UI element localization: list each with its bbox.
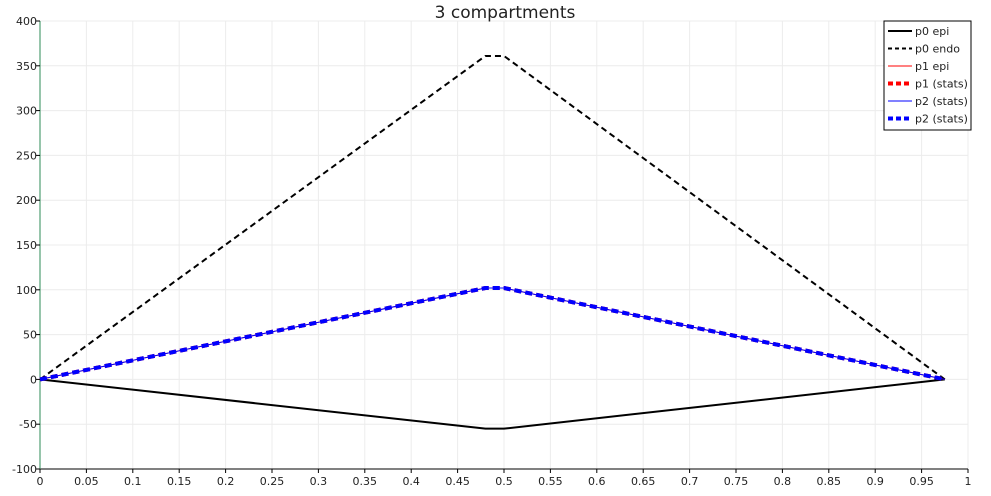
y-tick-label: 300 — [16, 105, 37, 118]
y-tick-label: 0 — [30, 373, 37, 386]
x-tick-label: 1 — [965, 475, 972, 488]
x-tick-label: 0 — [37, 475, 44, 488]
legend: p0 epi p0 endo p1 epi p1 (stats) p2 (stats) p… — [883, 20, 972, 131]
y-tick-label: 100 — [16, 284, 37, 297]
x-tick-label: 0.3 — [310, 475, 328, 488]
x-tick-label: 0.5 — [495, 475, 513, 488]
x-axis-ticks: 0 0.05 0.1 0.15 0.2 0.25 0.3 0.35 0.4 0.45 0.5 0.55… — [37, 469, 972, 488]
x-tick-label: 0.2 — [217, 475, 235, 488]
x-tick-label: 0.4 — [402, 475, 420, 488]
x-tick-label: 0.95 — [909, 475, 934, 488]
series-line-1 — [39, 54, 946, 381]
y-tick-label: -50 — [19, 418, 37, 431]
x-tick-label: 0.65 — [631, 475, 656, 488]
legend-label-3: p1 (stats) — [915, 78, 968, 91]
x-tick-label: 0.85 — [817, 475, 842, 488]
x-tick-label: 0.7 — [681, 475, 699, 488]
series-line-0 — [39, 378, 945, 430]
y-axis-ticks: -100 -50 0 50 100 150 200 250 300 350 400 — [12, 15, 40, 476]
y-tick-label: 400 — [16, 15, 37, 28]
x-tick-label: 0.05 — [74, 475, 99, 488]
y-tick-label: 50 — [23, 329, 37, 342]
x-tick-label: 0.25 — [260, 475, 285, 488]
chart-title: 3 compartments — [435, 3, 576, 23]
x-tick-label: 0.45 — [445, 475, 470, 488]
x-tick-label: 0.15 — [167, 475, 192, 488]
grid-lines — [39, 20, 969, 470]
legend-label-5: p2 (stats) — [915, 113, 968, 126]
y-tick-label: 200 — [16, 194, 37, 207]
legend-label-2: p1 epi — [915, 60, 949, 73]
legend-label-0: p0 epi — [915, 25, 949, 38]
legend-box — [883, 20, 972, 131]
series-line-4 — [39, 287, 945, 380]
x-tick-label: 0.9 — [866, 475, 884, 488]
y-tick-label: -100 — [12, 463, 37, 476]
x-tick-label: 0.6 — [588, 475, 606, 488]
y-tick-label: 350 — [16, 60, 37, 73]
y-tick-label: 250 — [16, 149, 37, 162]
series-lines — [39, 54, 946, 430]
series-line-3 — [39, 286, 946, 382]
x-tick-label: 0.55 — [538, 475, 563, 488]
legend-label-1: p0 endo — [915, 43, 960, 56]
legend-label-4: p2 (stats) — [915, 95, 968, 108]
x-tick-label: 0.75 — [724, 475, 749, 488]
series-line-2 — [39, 287, 945, 380]
x-tick-label: 0.35 — [353, 475, 378, 488]
x-tick-label: 0.8 — [774, 475, 792, 488]
y-tick-label: 150 — [16, 239, 37, 252]
x-tick-label: 0.1 — [124, 475, 142, 488]
series-line-5 — [39, 286, 946, 382]
